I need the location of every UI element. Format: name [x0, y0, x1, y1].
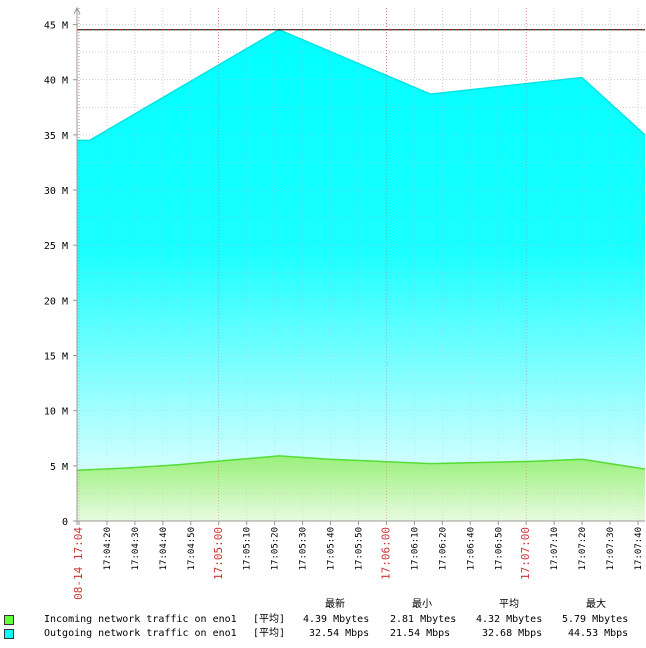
x-axis-ticks: 08-14 17:04 17:04:20 17:04:30 17:04:40 17:04…	[72, 521, 644, 600]
x-tick-label: 17:06:00	[379, 527, 392, 580]
x-tick-label: 17:05:20	[271, 527, 281, 570]
legend-swatch-incoming	[4, 615, 14, 625]
series-line	[76, 455, 646, 472]
legend-max: 5.79 Mbytes	[562, 614, 629, 625]
y-tick-label: 35 M	[44, 131, 68, 142]
legend-latest: 4.39 Mbytes	[303, 614, 370, 625]
y-tick-label: 40 M	[44, 76, 68, 87]
y-tick-label: 15 M	[44, 352, 68, 363]
legend-header-min: 最小	[412, 599, 432, 610]
x-tick-label: 17:07:20	[578, 527, 588, 570]
legend-header-max: 最大	[586, 599, 606, 610]
legend-series-name: Outgoing network traffic on eno1	[44, 628, 237, 639]
x-tick-label: 17:05:30	[299, 527, 309, 570]
x-tick-label: 17:04:40	[159, 527, 169, 570]
legend-series-name: Incoming network traffic on eno1	[44, 614, 237, 625]
y-tick-label: 20 M	[44, 296, 68, 307]
y-tick-label: 10 M	[44, 407, 68, 418]
legend-header-row: 最新 最小 平均 最大	[0, 598, 646, 612]
legend-max: 44.53 Mbps	[568, 628, 629, 639]
x-tick-label: 17:05:40	[327, 527, 337, 570]
x-tick-label: 08-14 17:04	[72, 527, 85, 600]
x-tick-label: 17:07:00	[519, 527, 532, 580]
series-line	[77, 28, 646, 142]
x-tick-label: 17:06:40	[466, 527, 476, 570]
x-tick-label: 17:05:10	[243, 527, 253, 570]
series-areas	[76, 28, 646, 521]
x-tick-label: 17:04:50	[187, 527, 197, 570]
legend-header-avg: 平均	[499, 599, 519, 610]
x-tick-label: 17:07:40	[634, 527, 644, 570]
legend-row-outgoing: Outgoing network traffic on eno1 [平均] 32…	[0, 627, 646, 641]
legend-header-latest: 最新	[325, 599, 345, 610]
legend-latest: 32.54 Mbps	[309, 628, 370, 639]
area-incoming	[77, 455, 645, 521]
legend-tag: [平均]	[253, 628, 286, 639]
y-tick-label: 0	[62, 517, 68, 528]
y-tick-label: 5 M	[50, 462, 68, 473]
x-tick-label: 17:05:50	[355, 527, 365, 570]
x-tick-label: 17:06:10	[410, 527, 420, 570]
y-tick-label: 45 M	[44, 21, 68, 32]
legend-tag: [平均]	[253, 614, 286, 625]
y-tick-label: 30 M	[44, 186, 68, 197]
legend-swatch-outgoing	[4, 629, 14, 639]
x-tick-label: 17:07:30	[606, 527, 616, 570]
y-tick-label: 25 M	[44, 241, 68, 252]
x-tick-label: 17:06:50	[494, 527, 504, 570]
area-outgoing	[77, 29, 645, 521]
x-tick-label: 17:04:30	[131, 527, 141, 570]
x-tick-label: 17:04:20	[103, 527, 113, 570]
x-tick-label: 17:05:00	[212, 527, 225, 580]
legend-avg: 4.32 Mbytes	[476, 614, 543, 625]
x-tick-label: 17:06:20	[438, 527, 448, 570]
legend-avg: 32.68 Mbps	[482, 628, 543, 639]
legend-min: 21.54 Mbps	[390, 628, 451, 639]
x-tick-label: 17:07:10	[550, 527, 560, 570]
y-axis-arrow	[73, 6, 81, 15]
network-traffic-chart: 0 5 M 10 M 15 M 20 M 25 M 30 M 35 M 40 M 45 M 08-…	[44, 6, 646, 600]
legend-min: 2.81 Mbytes	[390, 614, 457, 625]
y-axis-ticks: 0 5 M 10 M 15 M 20 M 25 M 30 M 35 M 40 M 45 M	[44, 21, 77, 528]
legend-row-incoming: Incoming network traffic on eno1 [平均] 4.…	[0, 613, 646, 627]
